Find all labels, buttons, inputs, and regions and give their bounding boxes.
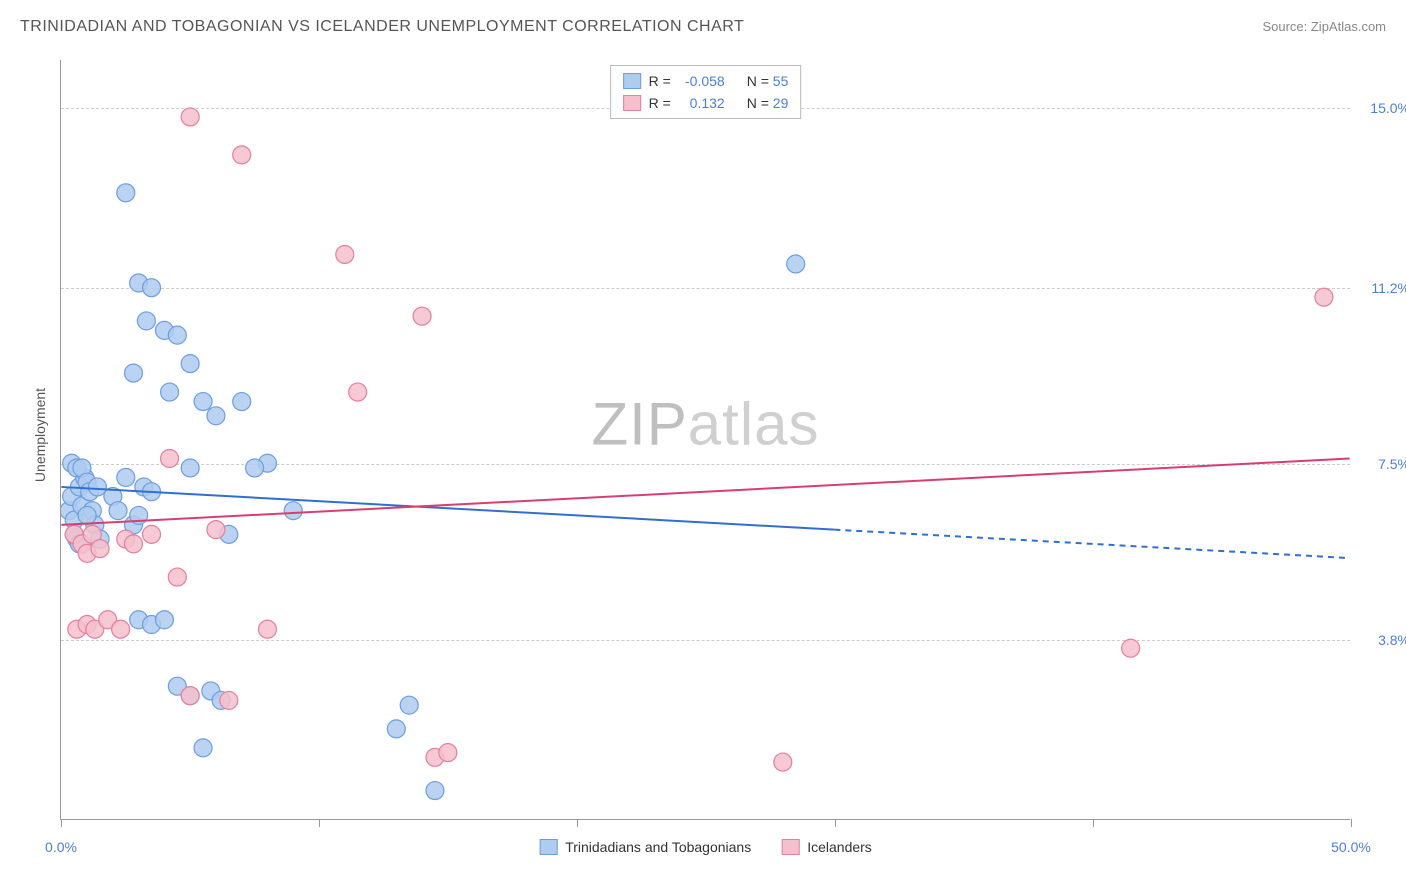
scatter-point: [1315, 288, 1333, 306]
scatter-point: [426, 782, 444, 800]
scatter-point: [336, 246, 354, 264]
y-axis-label: Unemployment: [32, 388, 48, 482]
scatter-point: [194, 393, 212, 411]
scatter-point: [137, 312, 155, 330]
scatter-point: [161, 449, 179, 467]
legend-bottom-swatch-1: [781, 839, 799, 855]
scatter-point: [181, 108, 199, 126]
series-legend: Trinidadians and Tobagonians Icelanders: [539, 839, 872, 855]
scatter-point: [88, 478, 106, 496]
scatter-plot-svg: [61, 60, 1350, 819]
scatter-point: [117, 184, 135, 202]
scatter-point: [161, 383, 179, 401]
scatter-point: [439, 744, 457, 762]
scatter-point: [349, 383, 367, 401]
scatter-point: [125, 364, 143, 382]
scatter-point: [413, 307, 431, 325]
scatter-point: [155, 611, 173, 629]
scatter-point: [233, 393, 251, 411]
y-tick-label: 11.2%: [1371, 280, 1406, 296]
y-tick-label: 3.8%: [1378, 632, 1406, 648]
legend-swatch-1: [623, 95, 641, 111]
scatter-point: [233, 146, 251, 164]
x-tick: [835, 819, 836, 827]
scatter-point: [168, 326, 186, 344]
scatter-point: [112, 620, 130, 638]
regression-line-extrapolated: [834, 530, 1349, 558]
scatter-point: [181, 459, 199, 477]
x-tick-label: 50.0%: [1331, 839, 1371, 855]
scatter-point: [181, 355, 199, 373]
legend-n-1: N = 29: [747, 92, 789, 114]
regression-line: [61, 487, 834, 530]
y-tick-label: 15.0%: [1370, 100, 1406, 116]
x-tick: [1351, 819, 1352, 827]
scatter-point: [181, 687, 199, 705]
legend-label-0: Trinidadians and Tobagonians: [565, 839, 751, 855]
scatter-point: [109, 502, 127, 520]
scatter-point: [387, 720, 405, 738]
legend-item-0: Trinidadians and Tobagonians: [539, 839, 751, 855]
scatter-point: [207, 407, 225, 425]
x-tick: [61, 819, 62, 827]
scatter-point: [168, 568, 186, 586]
legend-n-0: N = 55: [747, 70, 789, 92]
scatter-point: [220, 691, 238, 709]
x-tick: [1093, 819, 1094, 827]
scatter-point: [194, 739, 212, 757]
scatter-point: [787, 255, 805, 273]
legend-r-1: R = 0.132: [649, 92, 725, 114]
chart-title: TRINIDADIAN AND TOBAGONIAN VS ICELANDER …: [20, 18, 744, 36]
scatter-point: [207, 521, 225, 539]
chart-header: TRINIDADIAN AND TOBAGONIAN VS ICELANDER …: [20, 18, 1386, 36]
scatter-point: [125, 535, 143, 553]
legend-label-1: Icelanders: [807, 839, 872, 855]
scatter-point: [258, 620, 276, 638]
legend-swatch-0: [623, 73, 641, 89]
scatter-point: [246, 459, 264, 477]
chart-source: Source: ZipAtlas.com: [1262, 19, 1386, 34]
legend-row-series-1: R = 0.132 N = 29: [623, 92, 789, 114]
legend-r-0: R = -0.058: [649, 70, 725, 92]
legend-bottom-swatch-0: [539, 839, 557, 855]
x-tick-label: 0.0%: [45, 839, 77, 855]
scatter-point: [1122, 639, 1140, 657]
x-tick: [319, 819, 320, 827]
correlation-legend: R = -0.058 N = 55 R = 0.132 N = 29: [610, 65, 802, 119]
y-tick-label: 7.5%: [1378, 456, 1406, 472]
scatter-point: [400, 696, 418, 714]
scatter-point: [143, 525, 161, 543]
scatter-point: [117, 468, 135, 486]
scatter-point: [284, 502, 302, 520]
scatter-point: [91, 540, 109, 558]
chart-container: Unemployment ZIPatlas 3.8%7.5%11.2%15.0%…: [50, 50, 1350, 820]
legend-row-series-0: R = -0.058 N = 55: [623, 70, 789, 92]
x-tick: [577, 819, 578, 827]
scatter-point: [78, 506, 96, 524]
scatter-point: [143, 279, 161, 297]
scatter-point: [774, 753, 792, 771]
plot-area: ZIPatlas 3.8%7.5%11.2%15.0% 0.0%50.0% R …: [60, 60, 1350, 820]
legend-item-1: Icelanders: [781, 839, 872, 855]
